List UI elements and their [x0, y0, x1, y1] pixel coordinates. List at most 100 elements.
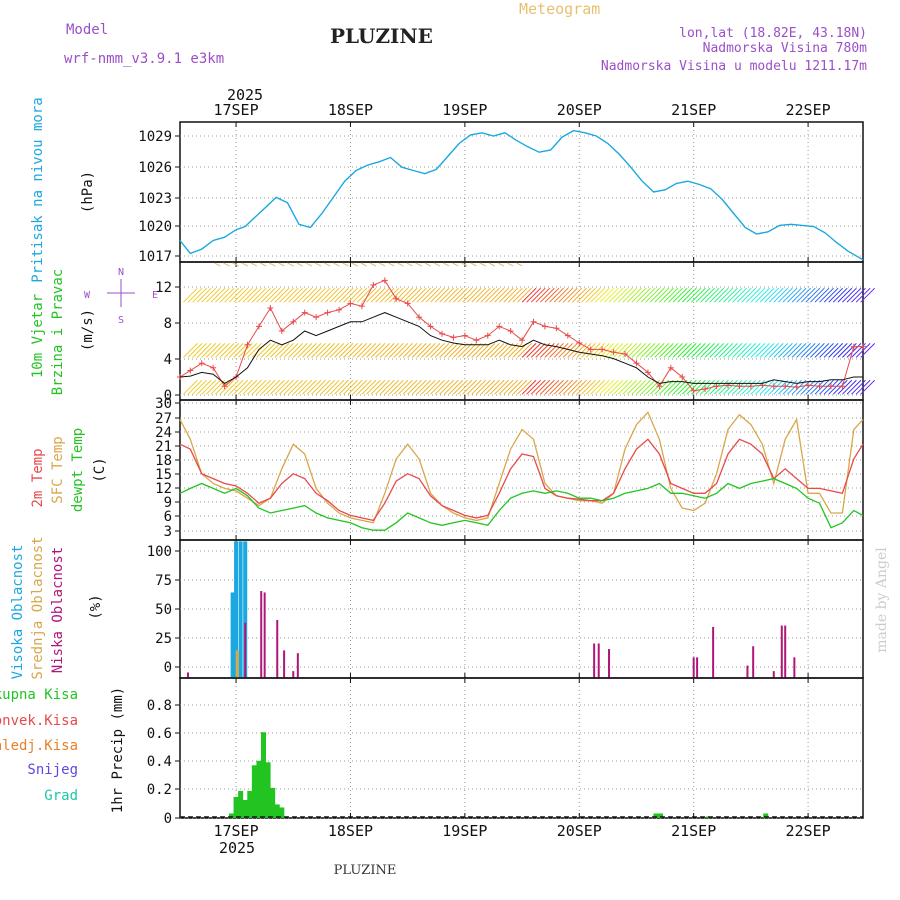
wind-barb [250, 262, 258, 267]
wind-barb [759, 343, 775, 358]
wind-barb [320, 379, 336, 395]
wind-barb [210, 287, 226, 303]
wind-barb [636, 287, 651, 303]
wind-barb [256, 287, 272, 303]
wind-barb [398, 287, 413, 303]
wind-barb [228, 343, 244, 358]
wind-barb [259, 262, 267, 267]
wind-barb [296, 262, 303, 267]
wind-barb [370, 287, 386, 303]
temp-line-1 [179, 438, 864, 522]
wind-barb [292, 287, 308, 303]
wind-barb [572, 287, 587, 303]
wind-barb [512, 287, 528, 303]
wind-barb [302, 343, 317, 358]
wind-barb [361, 287, 377, 303]
wind-barb [672, 343, 688, 358]
wind-barb [384, 287, 400, 303]
wind-barb [631, 379, 647, 395]
y-tick-label: 0 [164, 660, 172, 676]
wind-barb [485, 287, 500, 303]
y-tick-label: 12 [155, 280, 172, 296]
wind-barb [196, 343, 212, 358]
wind-barb [659, 287, 674, 303]
wind-barb [205, 343, 221, 358]
wind-barb [828, 379, 844, 395]
cloud-bar [296, 653, 299, 678]
wind-barb [814, 379, 830, 395]
cloud-bar [230, 592, 235, 678]
wind-barb [521, 343, 537, 358]
wind-barb [343, 379, 358, 395]
wind-barb [485, 343, 500, 358]
wind-barb [503, 379, 519, 395]
y-tick-label: 9 [164, 495, 172, 511]
wind-barb [356, 343, 372, 358]
wind-barb [750, 287, 766, 303]
wind-barb [320, 343, 336, 358]
wind-barb [471, 343, 487, 358]
wind-barb [823, 287, 839, 303]
y-tick-label: 12 [155, 481, 172, 497]
wind-barb [613, 287, 628, 303]
wind-barb [535, 379, 551, 395]
cloud-bar [244, 622, 247, 678]
wind-barb [361, 343, 377, 358]
wind-barb [594, 287, 610, 303]
precip-legend-1: Konvek.Kisa [0, 713, 78, 729]
wind-barb [242, 287, 258, 303]
wind-barb [324, 343, 340, 358]
wind-barb [370, 343, 386, 358]
wind-barb [219, 343, 235, 358]
wind-barb [562, 287, 578, 303]
wind-barb [860, 287, 876, 303]
wind-barb [549, 379, 564, 395]
day-label-bottom: 18SEP [328, 822, 373, 840]
wind-barb [590, 343, 606, 358]
wind-barb [338, 287, 354, 303]
wind-barb [471, 287, 487, 303]
wind-barb [485, 379, 500, 395]
wind-barb [315, 379, 331, 395]
y-tick-label: 8 [164, 316, 172, 332]
wind-barb [768, 343, 784, 358]
wind-barb [430, 287, 445, 303]
wind-barb [562, 379, 578, 395]
cloud-bar [243, 541, 248, 678]
wind-barb [411, 343, 427, 358]
wind-barb [439, 379, 455, 395]
wind-barb [805, 343, 821, 358]
wind-barb [311, 379, 326, 395]
panel-frame [179, 677, 864, 819]
wind-barb [228, 287, 244, 303]
wind-barb [375, 287, 390, 303]
wind-barb [805, 287, 821, 303]
wind-barb [421, 379, 436, 395]
wind-barb [782, 379, 798, 395]
wind-barb [356, 287, 372, 303]
precip-bar [228, 813, 234, 818]
wind-barb [828, 343, 844, 358]
wind-barb [283, 287, 299, 303]
precip-bar [256, 760, 262, 818]
wind-barb [498, 287, 514, 303]
wind-barb [626, 287, 642, 303]
wind-barb [453, 287, 468, 303]
precip-bar [247, 790, 253, 818]
wind-barb [233, 343, 249, 358]
compass-label: S [118, 315, 124, 326]
wind-barb [604, 287, 619, 303]
cloud-bar [292, 671, 295, 678]
wind-barb [709, 343, 725, 358]
wind-barb [668, 343, 683, 358]
wind-barb [517, 287, 532, 303]
wind-barb [462, 343, 477, 358]
precip-legend-2: Zaledj.Kisa [0, 738, 78, 754]
wind-barb [343, 343, 358, 358]
wind-barb [475, 287, 491, 303]
wind-barb [187, 287, 203, 303]
cloud-panel: 0 25 50 75 100 [147, 539, 864, 679]
cloud-bar [692, 657, 695, 678]
wind-barb [855, 287, 871, 303]
